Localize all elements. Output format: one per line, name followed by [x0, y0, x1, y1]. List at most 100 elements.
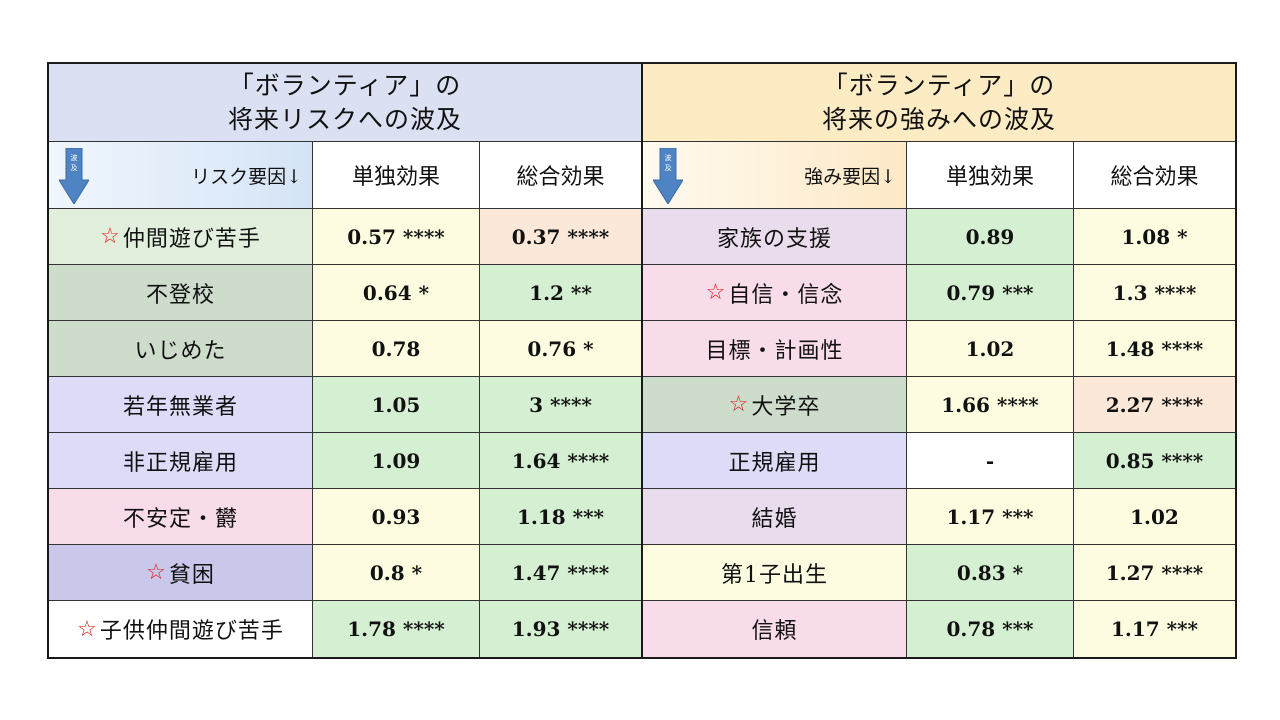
risk-panel-title: 「ボランティア」の 将来リスクへの波及: [49, 64, 641, 143]
risk-factor-header-label: リスク要因↓: [191, 165, 302, 188]
strength-row: 正規雇用 -0.85 ****: [643, 433, 1235, 489]
strength-factor-label: 信頼: [751, 619, 798, 644]
strength-total-effect: 1.48 ****: [1074, 321, 1235, 376]
risk-factor-cell: 非正規雇用: [49, 433, 313, 488]
risk-total-effect: 1.64 ****: [480, 433, 641, 488]
risk-factor-cell: ☆ 仲間遊び苦手: [49, 209, 313, 264]
strength-total-effect: 0.85 ****: [1074, 433, 1235, 488]
risk-factor-label: 不登校: [145, 282, 215, 308]
star-icon: ☆: [146, 560, 167, 585]
risk-single-effect: 0.78: [313, 321, 480, 376]
strength-single-effect: 1.17 ***: [907, 489, 1074, 544]
arrow-label-char-1: 波: [71, 153, 78, 162]
strength-row: 信頼 0.78 *** 1.17 ***: [643, 601, 1235, 657]
risk-total-effect: 1.2 **: [480, 265, 641, 320]
risk-total-effect: 0.76 *: [480, 321, 641, 376]
strength-row: 目標・計画性 1.02 1.48 ****: [643, 321, 1235, 377]
risk-header-row: 波 及 リスク要因↓ 単独効果 総合効果: [49, 142, 641, 209]
risk-single-effect: 0.64 *: [313, 265, 480, 320]
risk-total-effect: 3 ****: [480, 377, 641, 432]
risk-total-effect: 0.37 ****: [480, 209, 641, 264]
risk-factor-label: 非正規雇用: [122, 450, 238, 476]
strength-factor-label: 自信・信念: [728, 282, 844, 308]
risk-factor-cell: ☆ 子供仲間遊び苦手: [49, 601, 313, 657]
risk-row: 不安定・欝 0.93 1.18 ***: [49, 489, 641, 545]
strength-total-effect: 1.08 *: [1074, 209, 1235, 264]
arrow-label-char-2: 及: [71, 164, 78, 172]
risk-factor-cell: 若年無業者: [49, 377, 313, 432]
risk-total-effect: 1.93 ****: [480, 601, 641, 657]
strength-factor-label: 結婚: [751, 506, 798, 532]
risk-panel: 「ボランティア」の 将来リスクへの波及 波 及 リスク要因↓ 単独効果 総合効果…: [49, 64, 641, 657]
risk-single-effect: 0.8 *: [313, 545, 480, 600]
strength-single-effect: -: [907, 433, 1074, 488]
strength-single-effect: 0.89: [907, 209, 1074, 264]
risk-factor-cell: 不登校: [49, 265, 313, 320]
strength-factor-header: 波 及 強み要因↓: [643, 142, 907, 208]
strength-single-effect: 0.78 ***: [907, 601, 1074, 657]
risk-factor-header: 波 及 リスク要因↓: [49, 142, 313, 208]
strength-panel: 「ボランティア」の 将来の強みへの波及 波 及 強み要因↓ 単独効果 総合効果 …: [641, 64, 1235, 657]
risk-title-line2: 将来リスクへの波及: [227, 104, 462, 134]
risk-single-effect: 0.57 ****: [313, 209, 480, 264]
risk-factor-label: 仲間遊び苦手: [122, 226, 261, 252]
risk-row: ☆ 仲間遊び苦手 0.57 **** 0.37 ****: [49, 209, 641, 265]
risk-single-effect: 1.78 ****: [313, 601, 480, 657]
risk-row: 不登校 0.64 * 1.2 **: [49, 265, 641, 321]
star-icon: ☆: [100, 224, 121, 249]
risk-factor-label: いじめた: [134, 338, 227, 364]
strength-factor-cell: 家族の支援: [643, 209, 907, 264]
strength-total-effect: 2.27 ****: [1074, 377, 1235, 432]
strength-row: ☆ 大学卒 1.66 **** 2.27 ****: [643, 377, 1235, 433]
strength-header-row: 波 及 強み要因↓ 単独効果 総合効果: [643, 142, 1235, 209]
risk-single-effect: 1.05: [313, 377, 480, 432]
risk-factor-cell: ☆ 貧困: [49, 545, 313, 600]
risk-factor-label: 子供仲間遊び苦手: [99, 619, 284, 644]
strength-factor-label: 正規雇用: [728, 450, 821, 476]
strength-single-header: 単独効果: [907, 142, 1074, 208]
strength-single-effect: 0.83 *: [907, 545, 1074, 600]
strength-row: 第1子出生 0.83 * 1.27 ****: [643, 545, 1235, 601]
risk-row: ☆ 貧困 0.8 * 1.47 ****: [49, 545, 641, 601]
strength-factor-cell: 正規雇用: [643, 433, 907, 488]
strength-total-effect: 1.17 ***: [1074, 601, 1235, 657]
effects-table: 「ボランティア」の 将来リスクへの波及 波 及 リスク要因↓ 単独効果 総合効果…: [47, 62, 1237, 659]
down-arrow-icon: 波 及: [59, 148, 89, 205]
risk-factor-label: 貧困: [168, 562, 215, 588]
risk-factor-cell: いじめた: [49, 321, 313, 376]
star-icon: ☆: [705, 280, 727, 305]
strength-total-effect: 1.27 ****: [1074, 545, 1235, 600]
strength-factor-cell: 目標・計画性: [643, 321, 907, 376]
risk-single-effect: 1.09: [313, 433, 480, 488]
risk-total-effect: 1.18 ***: [480, 489, 641, 544]
strength-factor-cell: 信頼: [643, 601, 907, 657]
strength-factor-label: 家族の支援: [716, 226, 832, 252]
strength-single-effect: 1.02: [907, 321, 1074, 376]
strength-row: ☆ 自信・信念 0.79 *** 1.3 ****: [643, 265, 1235, 321]
strength-single-effect: 0.79 ***: [907, 265, 1074, 320]
arrow-label-char-2: 及: [665, 164, 672, 172]
star-icon: ☆: [77, 616, 98, 642]
strength-factor-cell: 第1子出生: [643, 545, 907, 600]
risk-factor-label: 若年無業者: [122, 394, 238, 420]
strength-factor-cell: ☆ 自信・信念: [643, 265, 907, 320]
strength-total-effect: 1.02: [1074, 489, 1235, 544]
strength-factor-label: 目標・計画性: [705, 338, 844, 364]
strength-factor-cell: ☆ 大学卒: [643, 377, 907, 432]
risk-row: ☆ 子供仲間遊び苦手 1.78 **** 1.93 ****: [49, 601, 641, 657]
strength-single-effect: 1.66 ****: [907, 377, 1074, 432]
arrow-label-char-1: 波: [665, 153, 672, 162]
risk-total-effect: 1.47 ****: [480, 545, 641, 600]
risk-row: 若年無業者 1.05 3 ****: [49, 377, 641, 433]
risk-row: 非正規雇用 1.09 1.64 ****: [49, 433, 641, 489]
risk-single-header: 単独効果: [313, 142, 480, 208]
strength-row: 家族の支援 0.89 1.08 *: [643, 209, 1235, 265]
risk-total-header: 総合効果: [516, 165, 605, 191]
risk-factor-cell: 不安定・欝: [49, 489, 313, 544]
strength-title-line2: 将来の強みへの波及: [821, 104, 1056, 134]
down-arrow-icon: 波 及: [653, 148, 683, 205]
strength-title-line1: 「ボランティア」の: [822, 70, 1056, 100]
strength-factor-label: 第1子出生: [721, 562, 828, 588]
strength-factor-label: 大学卒: [751, 394, 821, 420]
strength-factor-header-label: 強み要因↓: [804, 165, 896, 188]
